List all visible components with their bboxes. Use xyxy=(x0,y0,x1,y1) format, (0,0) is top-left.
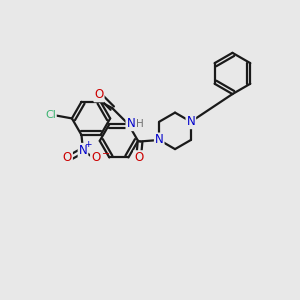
Text: N: N xyxy=(79,144,87,157)
Text: −: − xyxy=(102,149,110,159)
Text: O: O xyxy=(134,151,143,164)
Text: N: N xyxy=(126,117,135,130)
Text: O: O xyxy=(63,151,72,164)
Text: O: O xyxy=(91,151,100,164)
Text: N: N xyxy=(155,134,164,146)
Text: +: + xyxy=(85,140,92,149)
Text: N: N xyxy=(187,115,195,128)
Text: O: O xyxy=(94,88,103,101)
Text: H: H xyxy=(136,119,143,129)
Text: Cl: Cl xyxy=(45,110,56,120)
